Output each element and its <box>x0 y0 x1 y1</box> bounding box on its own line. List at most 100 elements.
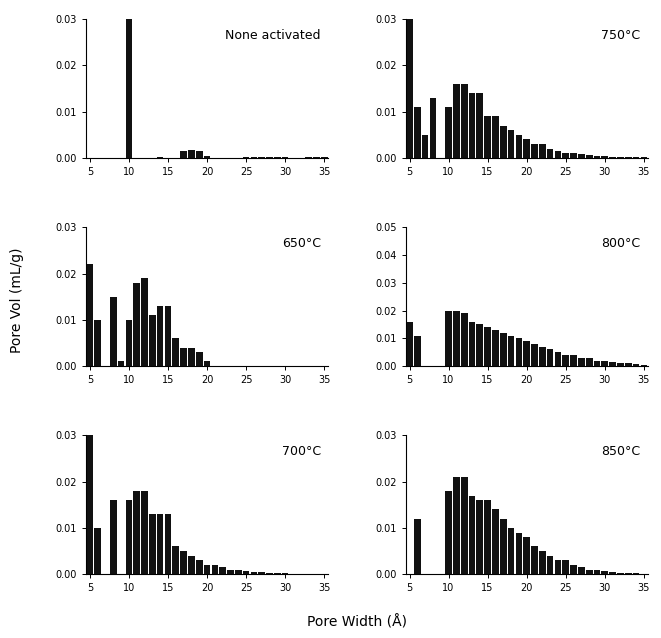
Bar <box>524 341 530 366</box>
Text: Pore Width (Å): Pore Width (Å) <box>307 615 407 629</box>
Bar <box>563 153 569 158</box>
Bar <box>180 151 187 158</box>
Bar <box>196 352 202 366</box>
Bar <box>453 311 459 366</box>
Bar <box>508 528 514 574</box>
Bar <box>492 116 499 158</box>
Bar <box>118 361 124 366</box>
Bar <box>87 435 93 574</box>
Bar <box>149 315 155 366</box>
Bar <box>251 157 257 158</box>
Bar <box>157 306 163 366</box>
Bar <box>188 348 195 366</box>
Bar <box>95 528 101 574</box>
Bar <box>516 533 522 574</box>
Bar <box>508 130 514 158</box>
Bar <box>414 336 420 366</box>
Bar <box>570 153 577 158</box>
Bar <box>531 144 538 158</box>
Bar <box>485 500 491 574</box>
Bar <box>469 93 475 158</box>
Bar <box>524 140 530 158</box>
Bar <box>625 363 631 366</box>
Bar <box>594 156 600 158</box>
Bar <box>258 572 265 574</box>
Bar <box>617 157 624 158</box>
Bar <box>243 157 249 158</box>
Bar <box>227 570 234 574</box>
Bar <box>157 157 163 158</box>
Bar <box>110 297 116 366</box>
Bar <box>547 350 553 366</box>
Bar <box>609 572 616 574</box>
Bar <box>477 324 483 366</box>
Bar <box>625 573 631 574</box>
Bar <box>586 155 592 158</box>
Bar <box>446 491 452 574</box>
Bar <box>430 98 436 158</box>
Bar <box>469 322 475 366</box>
Bar <box>157 514 163 574</box>
Bar <box>188 149 195 158</box>
Bar <box>251 572 257 574</box>
Bar <box>219 567 226 574</box>
Bar <box>173 338 179 366</box>
Bar <box>477 500 483 574</box>
Bar <box>149 514 155 574</box>
Bar <box>602 156 608 158</box>
Bar <box>547 149 553 158</box>
Bar <box>609 362 616 366</box>
Bar <box>508 336 514 366</box>
Bar <box>134 491 140 574</box>
Text: 750°C: 750°C <box>602 29 641 42</box>
Bar <box>453 84 459 158</box>
Text: 650°C: 650°C <box>282 237 321 250</box>
Bar <box>126 19 132 158</box>
Bar <box>196 560 202 574</box>
Bar <box>461 84 467 158</box>
Bar <box>586 358 592 366</box>
Bar <box>586 570 592 574</box>
Bar <box>173 546 179 574</box>
Bar <box>547 556 553 574</box>
Text: None activated: None activated <box>225 29 321 42</box>
Bar <box>539 551 545 574</box>
Bar <box>414 519 420 574</box>
Bar <box>555 560 561 574</box>
Text: 800°C: 800°C <box>602 237 641 250</box>
Bar <box>500 333 506 366</box>
Bar <box>212 565 218 574</box>
Bar <box>243 571 249 574</box>
Bar <box>570 565 577 574</box>
Bar <box>492 509 499 574</box>
Bar <box>407 322 413 366</box>
Bar <box>469 496 475 574</box>
Bar <box>625 157 631 158</box>
Bar <box>555 352 561 366</box>
Bar <box>578 358 585 366</box>
Bar <box>461 313 467 366</box>
Bar <box>407 19 413 158</box>
Bar <box>95 320 101 366</box>
Bar <box>188 556 195 574</box>
Bar <box>414 107 420 158</box>
Bar <box>126 500 132 574</box>
Bar <box>578 154 585 158</box>
Bar <box>524 537 530 574</box>
Bar <box>126 320 132 366</box>
Bar <box>594 360 600 366</box>
Bar <box>165 514 171 574</box>
Bar <box>563 355 569 366</box>
Bar <box>461 477 467 574</box>
Bar <box>594 570 600 574</box>
Bar <box>477 93 483 158</box>
Bar <box>500 519 506 574</box>
Bar <box>422 135 428 158</box>
Bar <box>531 546 538 574</box>
Bar <box>531 344 538 366</box>
Bar <box>570 355 577 366</box>
Bar <box>602 360 608 366</box>
Bar <box>602 571 608 574</box>
Bar <box>204 361 210 366</box>
Bar <box>446 107 452 158</box>
